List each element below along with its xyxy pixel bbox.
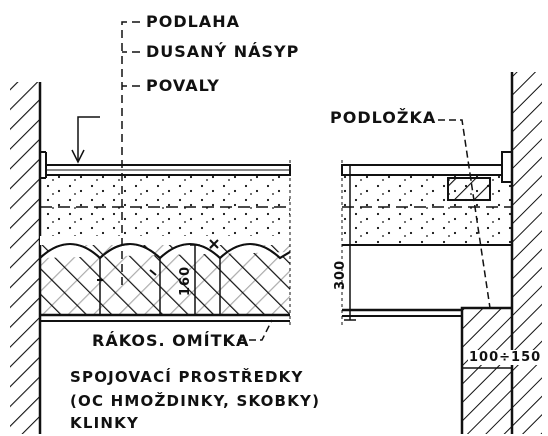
label-plaster: RÁKOS. OMÍTKA xyxy=(92,331,250,350)
callout-leaders xyxy=(71,21,273,341)
note-line-2: (OC HMOŽDINKY, SKOBKY) xyxy=(70,392,321,410)
dimension-height: 300 xyxy=(333,259,348,290)
dimension-bearing: 100÷150 xyxy=(468,350,543,365)
beam-depth-dimension xyxy=(190,244,200,316)
note-line-1: SPOJOVACÍ PROSTŘEDKY xyxy=(70,368,304,386)
left-wall xyxy=(10,82,47,434)
note-line-3: KLINKY xyxy=(70,414,140,432)
height-dimension xyxy=(344,164,356,321)
dimension-beam-depth: 160 xyxy=(178,265,193,296)
label-floor: PODLAHA xyxy=(146,12,240,31)
label-pad: PODLOŽKA xyxy=(330,108,437,127)
right-floor-section xyxy=(341,119,512,325)
right-wall xyxy=(460,72,542,434)
label-beams: POVALY xyxy=(146,76,220,95)
left-floor-section xyxy=(39,160,291,325)
label-fill: DUSANÝ NÁSYP xyxy=(146,42,300,61)
